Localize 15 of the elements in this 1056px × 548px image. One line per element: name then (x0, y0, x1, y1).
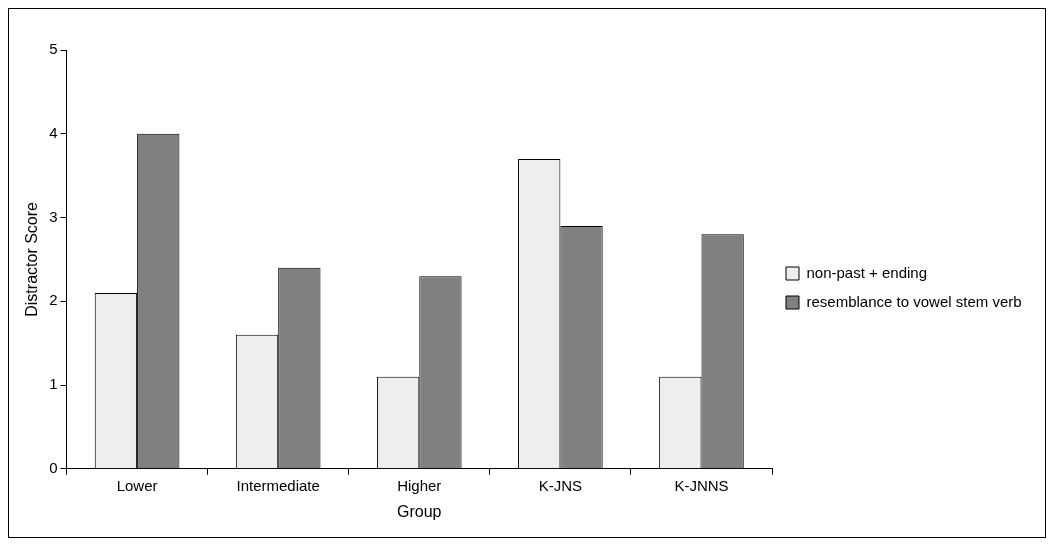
legend-label: non-past + ending (806, 263, 928, 281)
y-tick-label: 0 (49, 458, 58, 476)
y-tick-label: 5 (49, 40, 58, 58)
y-axis-title: Distractor Score (23, 201, 41, 317)
y-tick-label: 4 (49, 123, 58, 141)
x-tick-label: K-JNNS (674, 476, 729, 494)
x-tick-label: Higher (397, 476, 442, 494)
x-tick-label: K-JNS (538, 476, 583, 494)
x-tick-label: Intermediate (236, 476, 320, 494)
y-tick-label: 2 (49, 291, 58, 309)
y-tick-label: 3 (49, 207, 58, 225)
y-tick-label: 1 (49, 375, 58, 393)
x-tick-label: Lower (116, 476, 158, 494)
x-axis-title: Group (397, 502, 442, 520)
legend-label: resemblance to vowel stem verb (806, 292, 1022, 310)
